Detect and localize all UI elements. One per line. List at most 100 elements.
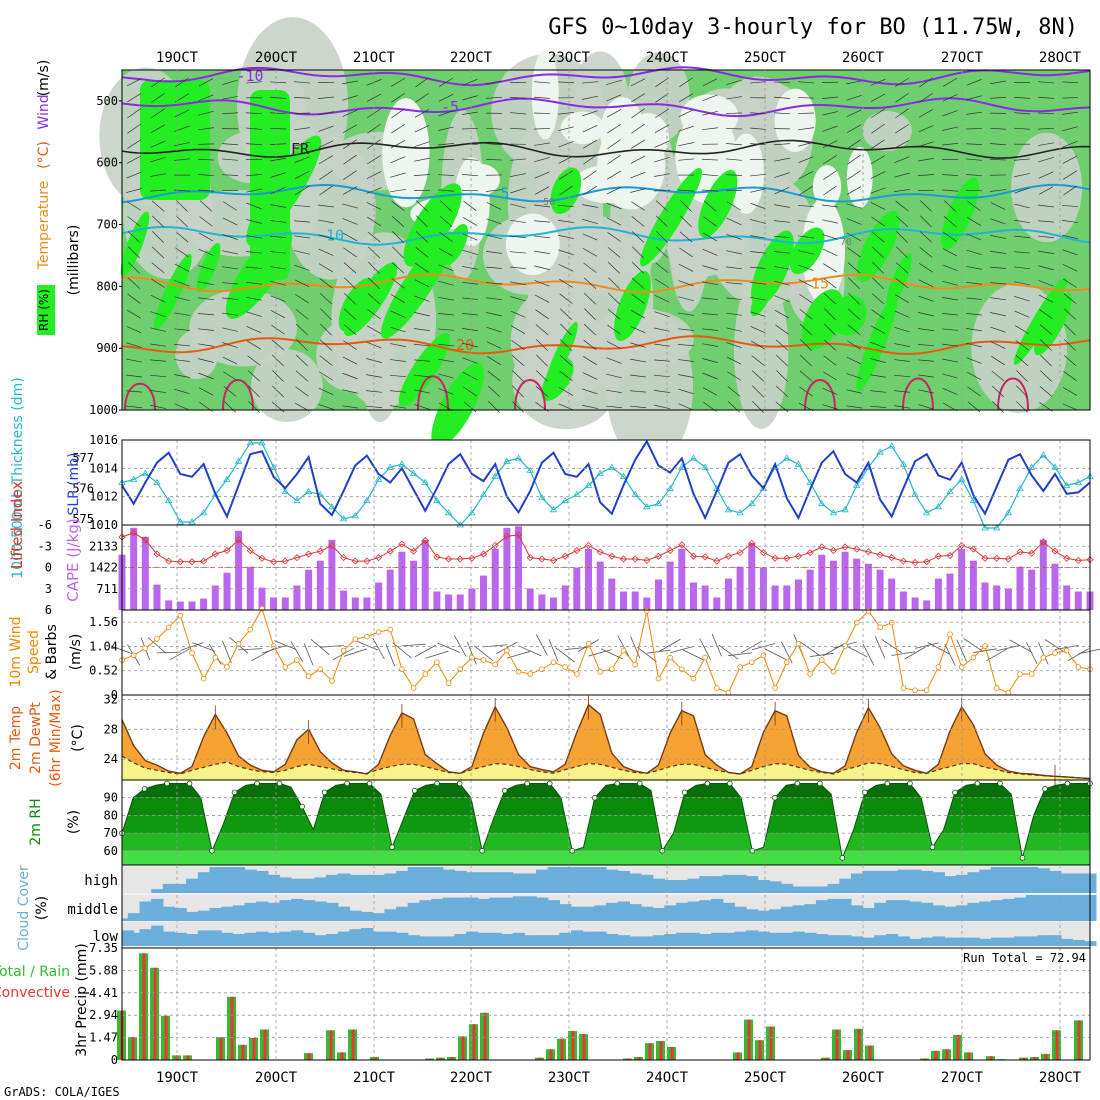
wind-speed-point: [550, 659, 557, 666]
wind-barb: [342, 405, 358, 409]
cloud-cover-bar: [757, 880, 770, 893]
precip-convective-bar: [582, 1034, 586, 1060]
wind-barb: [630, 326, 646, 334]
wind-barb: [415, 93, 429, 103]
wind-barb: [174, 296, 190, 302]
wind-barb: [919, 231, 933, 243]
wind-barb: [319, 170, 333, 180]
wind-barb: [461, 158, 479, 161]
wind-barb: [463, 200, 477, 212]
wind-barb: [485, 96, 503, 99]
wind-barb: [798, 171, 814, 180]
wind-barb: [990, 202, 1006, 210]
wind-barb: [741, 640, 763, 654]
lifted-index-point: [1074, 556, 1082, 564]
cloud-cover-bar: [827, 898, 840, 921]
wind-barb: [725, 158, 743, 161]
wind-barb: [197, 189, 215, 192]
cloud-cover-bar: [932, 872, 945, 893]
cloud-cover-bar: [454, 897, 467, 921]
wind-barb: [966, 371, 982, 381]
lifted-index-point: [981, 554, 989, 562]
rh-point: [389, 844, 395, 851]
thickness-point: [631, 490, 639, 497]
thickness-point: [806, 478, 814, 485]
wind-barb: [848, 277, 860, 290]
wind-barb: [606, 389, 622, 394]
wind-barb: [151, 200, 165, 212]
cloud-cover-bar: [699, 900, 712, 921]
wind-barb: [367, 231, 381, 243]
precip-convective-bar: [472, 1024, 476, 1060]
wind-barb: [956, 639, 967, 662]
date-label-top: 22OCT: [450, 50, 493, 66]
wind-speed-point: [154, 636, 160, 642]
thickness-point: [433, 496, 441, 504]
cape-bar: [841, 551, 849, 610]
wind-barb: [198, 78, 214, 87]
wind-barb: [368, 277, 380, 290]
wind-barb: [198, 358, 214, 363]
wind-barb: [343, 324, 357, 336]
cloud-cover-bar: [209, 908, 222, 921]
wind-barb: [677, 158, 695, 161]
wind-barb: [679, 247, 693, 258]
wind-barb: [751, 355, 765, 366]
wind-barb: [749, 127, 767, 130]
cloud-cover-bar: [1060, 873, 1074, 893]
cloud-cover-bar: [582, 931, 595, 946]
wind-barb: [416, 200, 428, 212]
cape-bar: [561, 585, 569, 610]
wind-barb: [894, 390, 910, 393]
lifted-index-point: [724, 552, 733, 560]
wind-speed-point: [329, 678, 335, 684]
lifted-index-point: [433, 553, 441, 561]
wind-barb: [871, 246, 885, 259]
cloud-cover-bar: [256, 901, 269, 921]
wind-barb: [966, 95, 982, 101]
wind-barb: [583, 170, 597, 180]
cloud-cover-bar: [734, 906, 747, 921]
wind-barb: [774, 186, 790, 195]
cloud-cover-bar: [664, 880, 677, 893]
wind-barb: [414, 141, 430, 147]
wind-barb: [559, 293, 573, 304]
wind-barb: [1063, 185, 1077, 196]
cape-bar: [981, 582, 989, 610]
wind-barb: [269, 96, 287, 99]
cloud-cover-bar: [1037, 935, 1050, 946]
wind-barb: [461, 174, 479, 177]
wind-barb: [607, 139, 621, 150]
cloud-cover-bar: [501, 872, 514, 893]
pressure-tick-label: 800: [96, 279, 118, 293]
cape-bar: [666, 561, 674, 610]
wind-barb: [269, 143, 287, 145]
cloud-cover-bar: [1072, 895, 1085, 921]
precip-convective-bar: [659, 1041, 663, 1060]
cape-bar: [1063, 585, 1071, 610]
wind-barb: [891, 651, 916, 656]
wind-barb: [606, 170, 622, 180]
wind-barb: [557, 81, 575, 84]
thickness-point: [176, 518, 185, 525]
cloud-cover-bar: [547, 867, 560, 893]
wind-barb: [247, 355, 261, 366]
wind-barb: [991, 370, 1005, 382]
rh-tick-label: 60: [104, 844, 118, 858]
wind-barb: [246, 326, 262, 334]
wind-barb: [1014, 281, 1030, 286]
wind-barb: [223, 386, 237, 397]
cape-bar: [794, 579, 802, 610]
rh-point: [546, 780, 553, 787]
wind-speed-point: [200, 675, 207, 682]
lifted-index-point: [1028, 549, 1036, 557]
wind-barb: [1063, 355, 1077, 367]
precip-convective-bar: [868, 1045, 872, 1060]
wind-barb: [319, 645, 344, 648]
rh-axis-label: 2m RH: [28, 798, 44, 845]
wind-barb: [1040, 370, 1052, 382]
wind-barb: [270, 157, 286, 162]
pressure-tick-label: 700: [96, 218, 118, 232]
wind-barb: [727, 371, 741, 381]
wind-barb: [366, 341, 382, 349]
